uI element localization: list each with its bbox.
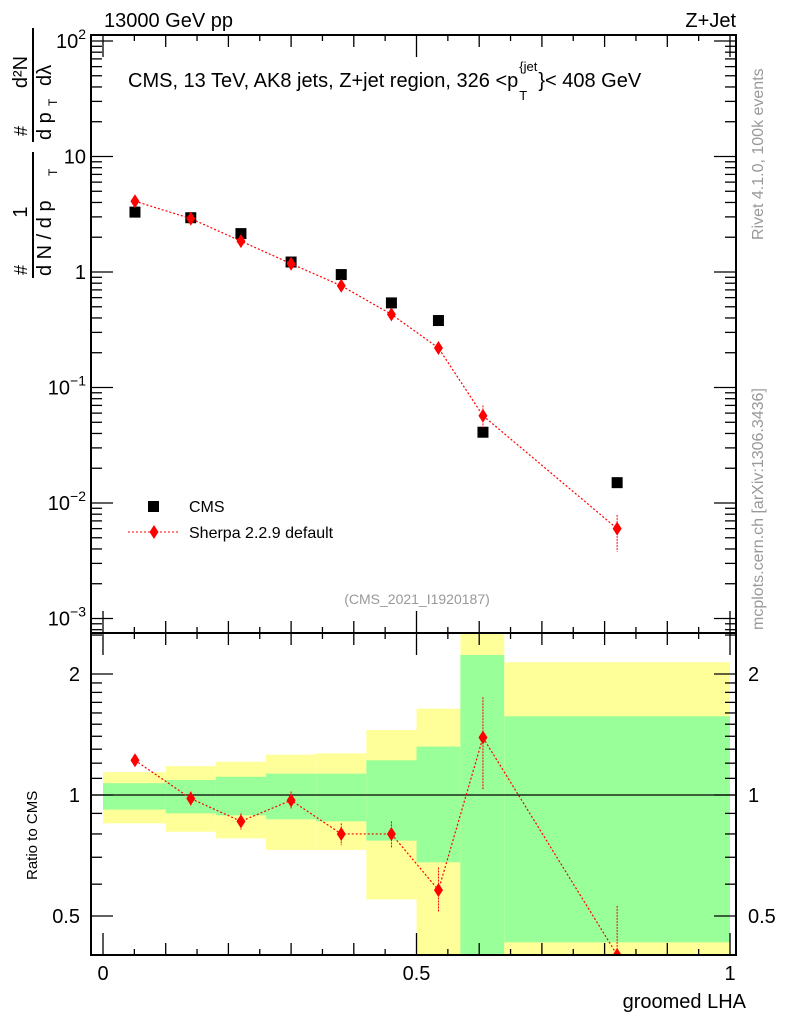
x-tick-label: 0.5	[403, 963, 431, 985]
main-y-tick-label: 10−1	[48, 373, 86, 400]
green-band-bin	[460, 654, 505, 955]
title-prefix: CMS, 13 TeV, AK8 jets, Z+jet region, 326…	[128, 70, 518, 92]
ratio-y-tick-label-left: 1	[69, 785, 80, 807]
cms-data-point	[611, 477, 623, 489]
main-y-tick-label: 10	[64, 147, 86, 169]
sherpa-data-point	[286, 256, 296, 271]
beam-label: 13000 GeV pp	[104, 10, 233, 32]
title-suffix: }< 408 GeV	[538, 70, 642, 92]
sherpa-data-point	[612, 521, 622, 536]
title-sup: {jet	[519, 59, 537, 74]
ratio-frame	[90, 632, 737, 956]
green-band-bin	[504, 716, 730, 943]
ylabel-den2: d p	[34, 112, 56, 140]
analysis-label: (CMS_2021_I1920187)	[344, 591, 490, 607]
ratio-y-tick-label-right: 2	[748, 664, 759, 686]
ratio-y-tick-label-right: 0.5	[748, 906, 776, 928]
ratio-data-point	[612, 947, 622, 955]
ratio-y-axis-label: Ratio to CMS	[24, 791, 41, 880]
x-tick-label: 1	[724, 963, 735, 985]
axes: 0 0.5 1 102 10 1 10−1 10−2 10−3 0.5 0.5 1 1 2 2	[48, 26, 776, 985]
cms-data-point	[129, 206, 141, 218]
title-sub: T	[519, 88, 527, 103]
ratio-data-point	[478, 730, 488, 745]
sherpa-data-point	[386, 307, 396, 322]
ylabel-hash1: #	[11, 265, 31, 275]
cms-data-point	[432, 315, 444, 327]
ylabel-one: 1	[10, 206, 32, 217]
ratio-data-point	[286, 793, 296, 808]
cms-data-point	[235, 228, 247, 240]
rivet-label: Rivet 4.1.0, 100k events	[750, 68, 767, 240]
ratio-y-tick-label-left: 2	[69, 664, 80, 686]
sherpa-data-point	[478, 408, 488, 423]
sherpa-data-point	[186, 211, 196, 226]
green-band-bin	[103, 783, 166, 810]
mcplots-label: mcplots.cern.ch [arXiv:1306.3436]	[750, 388, 767, 630]
green-band-bin	[416, 746, 461, 863]
plot-title: CMS, 13 TeV, AK8 jets, Z+jet region, 326…	[128, 59, 642, 103]
main-y-tick-label: 102	[56, 26, 86, 53]
ratio-data-point	[336, 826, 346, 841]
cms-data-point	[385, 297, 397, 309]
ratio-data-point	[130, 753, 140, 768]
ratio-data-point	[186, 791, 196, 806]
legend-cms-label: CMS	[189, 499, 225, 516]
process-label: Z+Jet	[685, 10, 736, 32]
legend-sherpa-marker	[149, 525, 159, 539]
ylabel-t1: T	[46, 168, 60, 176]
ylabel-t2: T	[46, 98, 60, 106]
main-y-tick-label: 10−3	[48, 604, 86, 631]
ylabel-den1: d N / d p	[34, 200, 56, 276]
sherpa-data-point	[336, 278, 346, 293]
x-tick-label: 0	[97, 963, 108, 985]
x-axis-label: groomed LHA	[623, 991, 747, 1013]
green-band-bin	[316, 773, 367, 822]
sherpa-line	[134, 200, 618, 530]
ratio-data-point	[236, 814, 246, 829]
green-band-bin	[215, 776, 267, 816]
ratio-data-point	[386, 826, 396, 841]
main-y-tick-label: 1	[75, 262, 86, 284]
ratio-uncertainty-bands	[91, 634, 736, 955]
cms-data-point	[477, 426, 489, 438]
main-y-axis-label: # 1 d N / d p T # d²N d p T dλ	[10, 28, 60, 278]
ratio-marks	[130, 697, 622, 955]
chart-marks	[129, 194, 623, 955]
ylabel-hash2: #	[11, 126, 31, 136]
ratio-data-point	[433, 883, 443, 898]
legend-sherpa-label: Sherpa 2.2.9 default	[189, 525, 334, 542]
cms-data-point	[335, 269, 347, 281]
ratio-y-tick-label-right: 1	[748, 785, 759, 807]
main-frame	[90, 34, 737, 634]
legend: CMS Sherpa 2.2.9 default	[128, 499, 334, 542]
sherpa-data-point	[433, 340, 443, 355]
ylabel-dlambda: dλ	[34, 65, 56, 86]
ratio-y-tick-label-left: 0.5	[52, 906, 80, 928]
ylabel-num2: d²N	[10, 56, 32, 88]
legend-cms-marker	[148, 501, 159, 512]
sherpa-data-point	[236, 234, 246, 249]
sherpa-data-point	[130, 194, 140, 209]
main-y-tick-label: 10−2	[48, 488, 86, 515]
